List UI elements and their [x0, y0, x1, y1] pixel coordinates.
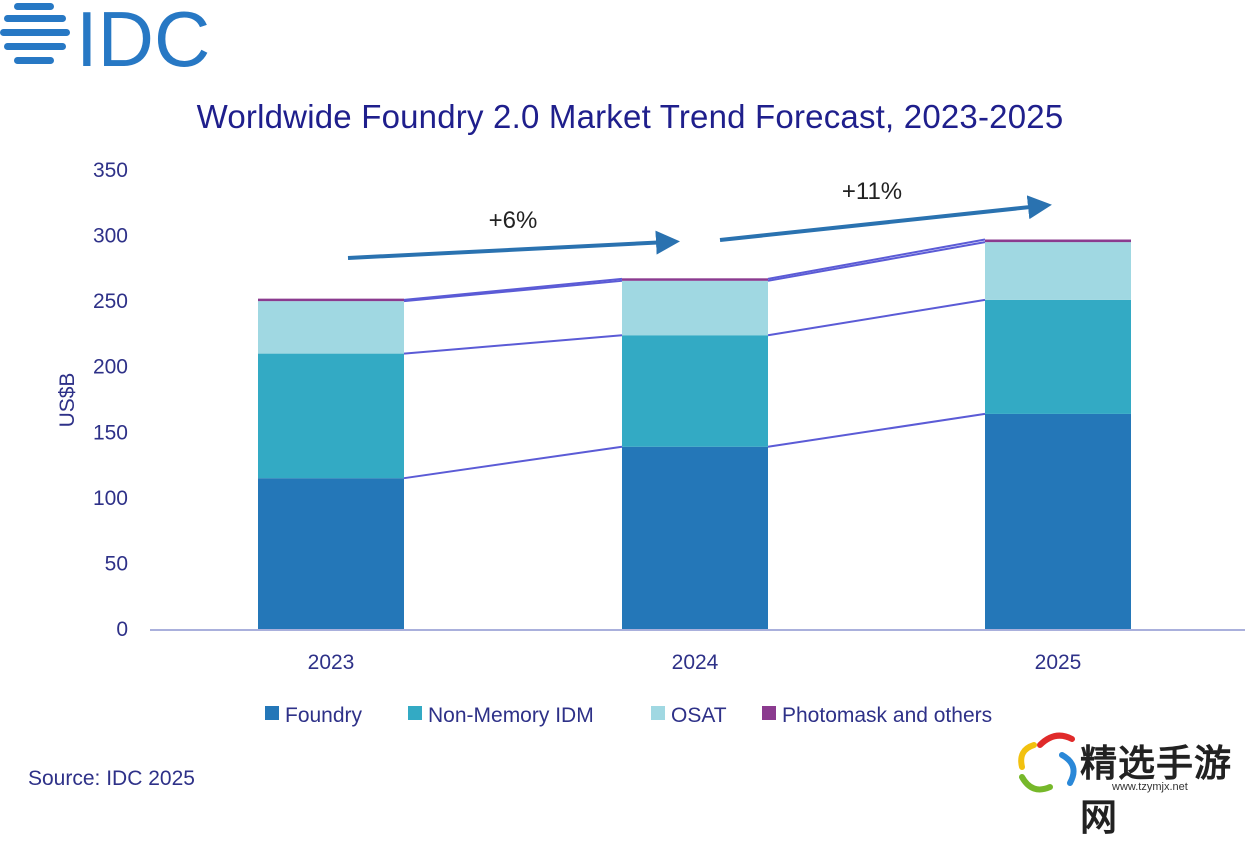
connector-photomask-and-others [767, 238, 986, 280]
bar-osat-2023 [258, 301, 404, 354]
legend-label: Foundry [285, 704, 363, 727]
bar-non-memory-idm-2023 [258, 353, 404, 479]
x-tick-label: 2024 [672, 651, 719, 674]
y-axis-label: US$B [56, 373, 79, 428]
idc-logo-text: IDC [76, 0, 210, 72]
y-tick-label: 200 [93, 356, 128, 379]
bar-non-memory-idm-2024 [622, 335, 768, 447]
bar-foundry-2025 [985, 413, 1131, 629]
bar-osat-2025 [985, 242, 1131, 300]
x-axis-ticks: 2023 2024 2025 [308, 651, 1082, 674]
growth-annotations: +6% +11% [347, 178, 1052, 260]
bar-photomask-and-others-2023 [258, 298, 404, 302]
growth-annotation-label: +6% [489, 207, 538, 234]
chart-title: Worldwide Foundry 2.0 Market Trend Forec… [196, 98, 1064, 135]
growth-arrow-icon [719, 195, 1052, 242]
y-tick-label: 350 [93, 159, 128, 182]
pinwheel-logo-icon [1018, 732, 1077, 793]
growth-annotation-label: +11% [842, 178, 902, 205]
idc-logo: IDC [0, 0, 210, 72]
legend-label: OSAT [671, 704, 727, 727]
y-tick-label: 100 [93, 487, 128, 510]
series-connectors [403, 238, 986, 480]
bar-photomask-and-others-2025 [985, 239, 1131, 243]
connector-foundry [403, 445, 623, 480]
y-tick-label: 0 [116, 618, 128, 641]
idc-globe-logo-icon [0, 3, 70, 64]
connector-osat [403, 279, 623, 303]
legend: Foundry Non-Memory IDM OSAT Photomask and o… [265, 704, 992, 727]
x-tick-label: 2023 [308, 651, 355, 674]
connector-non-memory-idm [767, 298, 986, 337]
y-tick-label: 150 [93, 421, 128, 444]
watermark-logo [1018, 732, 1077, 793]
bar-foundry-2023 [258, 478, 404, 629]
y-tick-label: 50 [105, 552, 128, 575]
x-tick-label: 2025 [1035, 651, 1082, 674]
legend-label: Photomask and others [782, 704, 992, 727]
watermark-url: www.tzymjx.net [1112, 781, 1188, 793]
y-tick-label: 250 [93, 290, 128, 313]
growth-arrow-icon [347, 230, 680, 260]
source-note: Source: IDC 2025 [28, 767, 195, 790]
connector-foundry [767, 412, 986, 448]
legend-label: Non-Memory IDM [428, 704, 594, 727]
y-axis-ticks: 0 50 100 150 200 250 300 350 [93, 159, 128, 641]
legend-swatch [651, 706, 665, 720]
bar-photomask-and-others-2024 [622, 278, 768, 281]
legend-swatch [408, 706, 422, 720]
bar-non-memory-idm-2025 [985, 299, 1131, 414]
legend-swatch [762, 706, 776, 720]
bars [258, 239, 1131, 629]
connector-photomask-and-others [403, 277, 623, 301]
connector-osat [767, 241, 986, 282]
bar-osat-2024 [622, 280, 768, 336]
legend-swatch [265, 706, 279, 720]
y-tick-label: 300 [93, 225, 128, 248]
bar-foundry-2024 [622, 446, 768, 629]
connector-non-memory-idm [403, 334, 623, 355]
